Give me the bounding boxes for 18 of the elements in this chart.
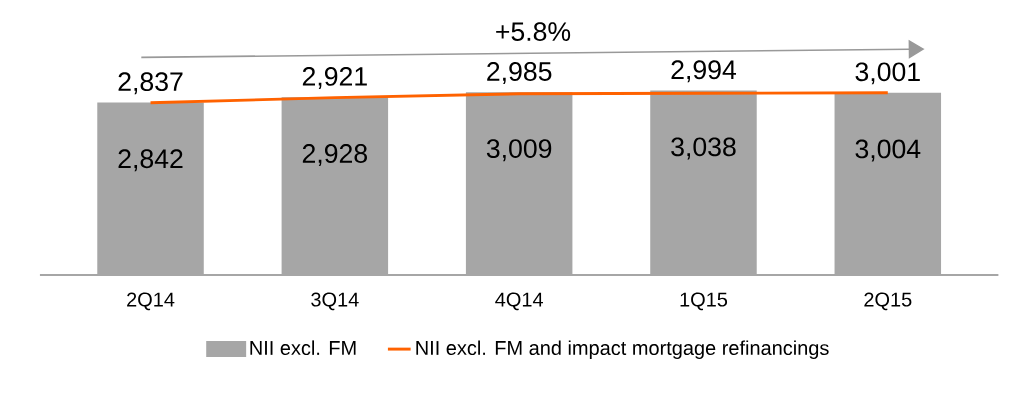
data-label: 2,921 [302, 66, 367, 89]
x-tick-label: 2Q15 [864, 292, 912, 310]
text: +5.8% [496, 21, 571, 41]
x-tick-label: 3Q14 [311, 292, 359, 310]
data-label: 2,994 [671, 60, 737, 83]
x-tick-label: 2Q14 [127, 292, 175, 310]
data-label: 2,837 [118, 72, 183, 95]
data-label: 3,001 [855, 62, 920, 85]
data-label: 3,038 [671, 137, 736, 160]
data-label: 2,985 [487, 61, 552, 84]
data-label: 3,009 [486, 139, 552, 161]
legend-label: NII excl. FM and impact mortgage refinancings [416, 340, 829, 359]
x-tick-label: 4Q14 [495, 292, 543, 310]
data-label: 3,004 [855, 139, 921, 162]
data-label: 2,842 [118, 149, 183, 172]
data-label: 2,928 [302, 143, 367, 166]
legend-label: NII excl. FM [250, 340, 356, 355]
x-tick-label: 1Q15 [680, 292, 728, 310]
